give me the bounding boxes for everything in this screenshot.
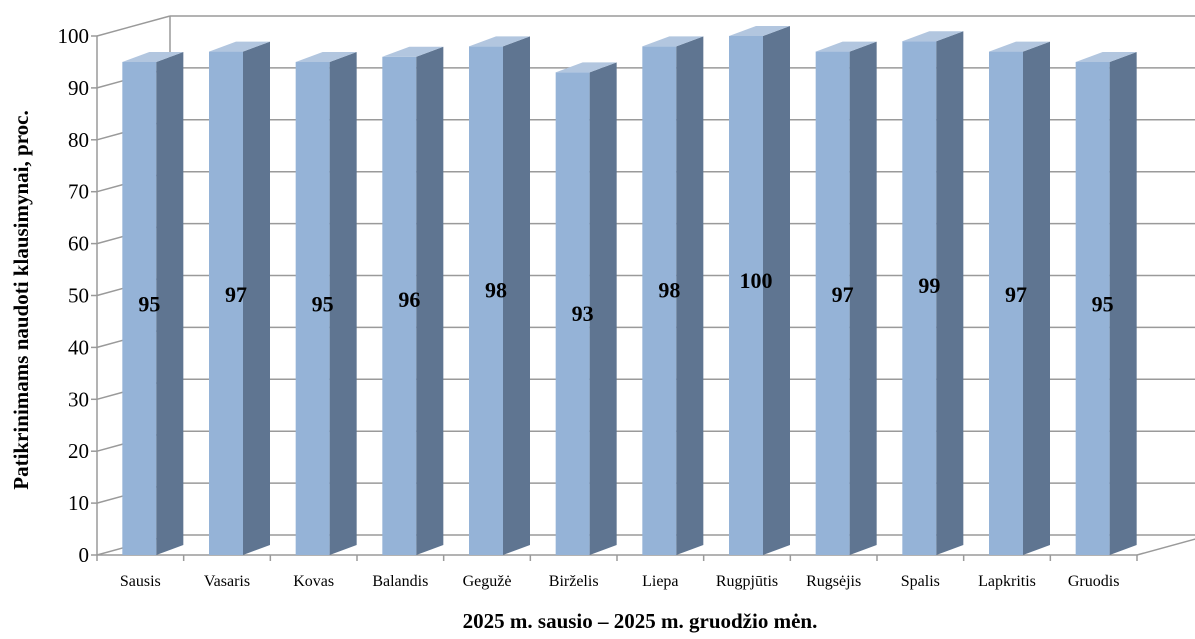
x-tick-label: Gegužė — [463, 573, 512, 590]
bar-top — [555, 62, 617, 73]
data-label: 96 — [398, 287, 420, 312]
bar-front — [729, 36, 763, 555]
data-label: 97 — [1005, 282, 1027, 307]
x-tick-label: Liepa — [642, 573, 678, 590]
bar-top — [815, 41, 877, 52]
bar — [989, 41, 1050, 555]
bar-side — [243, 41, 270, 555]
bar-side — [416, 46, 444, 555]
y-tick-label: 90 — [68, 76, 89, 100]
y-axis-title: Patikrinimams naudoti klausimynai, proc. — [9, 110, 33, 489]
bar-side — [849, 41, 877, 555]
data-label: 100 — [740, 268, 773, 293]
axis-layer: 0 10 20 30 40 50 60 70 80 90 100 Sausis Vasaris Kovas… — [58, 24, 1195, 590]
bar — [729, 26, 790, 555]
y-tick-label: 0 — [79, 543, 90, 567]
bar-top — [989, 41, 1050, 52]
y-tick-label: 10 — [68, 491, 89, 515]
x-tick-label: Birželis — [549, 573, 599, 590]
data-label: 95 — [312, 292, 334, 317]
bar — [209, 41, 270, 555]
x-tick-label: Rugpjūtis — [716, 573, 778, 590]
bar-side — [503, 36, 530, 555]
x-tick-label: Lapkritis — [978, 573, 1036, 590]
bar-top — [122, 51, 184, 62]
y-tick-label: 100 — [58, 24, 90, 48]
data-label: 95 — [1092, 292, 1114, 317]
data-label: 99 — [918, 273, 940, 298]
bar-top — [642, 36, 704, 47]
bar — [555, 62, 617, 555]
x-tick-label: Rugsėjis — [806, 573, 861, 590]
bar — [382, 46, 444, 555]
data-label: 93 — [572, 301, 594, 326]
data-label: 97 — [225, 282, 247, 307]
bar-top — [902, 31, 964, 42]
bar-side — [763, 26, 790, 555]
y-tick-label: 40 — [68, 335, 89, 359]
bar-front — [642, 46, 677, 555]
y-tick-label: 50 — [68, 284, 89, 308]
bar-front — [469, 46, 503, 555]
bar-front — [1075, 61, 1110, 555]
y-tick-label: 70 — [68, 180, 89, 204]
bar-front — [989, 51, 1023, 555]
x-tick-label: Gruodis — [1068, 573, 1120, 590]
x-tick-label: Kovas — [293, 573, 334, 590]
bar-top — [729, 26, 790, 36]
x-tick-label: Spalis — [901, 573, 940, 590]
side-gridline — [96, 15, 171, 37]
bars-layer — [122, 26, 1137, 555]
bar — [469, 36, 530, 555]
y-tick-label: 80 — [68, 128, 89, 152]
y-tick-label: 30 — [68, 387, 89, 411]
bar — [295, 51, 357, 555]
x-tick-label: Vasaris — [204, 573, 250, 590]
bar-front — [815, 51, 850, 555]
bar — [642, 36, 704, 555]
bar-front — [295, 61, 330, 555]
bar — [122, 51, 184, 555]
bar-side — [676, 36, 704, 555]
bar-front — [382, 56, 417, 555]
x-tick-label: Balandis — [372, 573, 428, 590]
bar-top — [382, 46, 444, 57]
bar — [815, 41, 877, 555]
y-tick-label: 20 — [68, 439, 89, 463]
bar-side — [1109, 51, 1137, 555]
bar-side — [1023, 41, 1050, 555]
bar-top — [1075, 51, 1137, 62]
bar-front — [122, 61, 157, 555]
data-label: 98 — [485, 278, 507, 303]
bar-side — [329, 51, 357, 555]
x-tick-label: Sausis — [120, 573, 161, 590]
bar-top — [295, 51, 357, 62]
bar-front — [209, 51, 243, 555]
bar-front — [902, 41, 937, 555]
data-label: 97 — [832, 282, 854, 307]
bar-top — [469, 36, 530, 47]
bar-side — [156, 51, 184, 555]
bar — [902, 31, 964, 555]
bar-front — [555, 72, 590, 555]
data-label: 95 — [138, 292, 160, 317]
y-tick-label: 60 — [68, 232, 89, 256]
x-axis-title: 2025 m. sausio – 2025 m. gruodžio mėn. — [463, 609, 818, 633]
bar-side — [936, 31, 964, 555]
data-label: 98 — [658, 278, 680, 303]
labels-layer: 95 97 95 96 98 93 98 100 97 99 97 95 — [138, 268, 1113, 326]
floor-edge — [1136, 538, 1195, 556]
bar-top — [209, 41, 270, 52]
bar-side — [589, 62, 617, 555]
bar — [1075, 51, 1137, 555]
